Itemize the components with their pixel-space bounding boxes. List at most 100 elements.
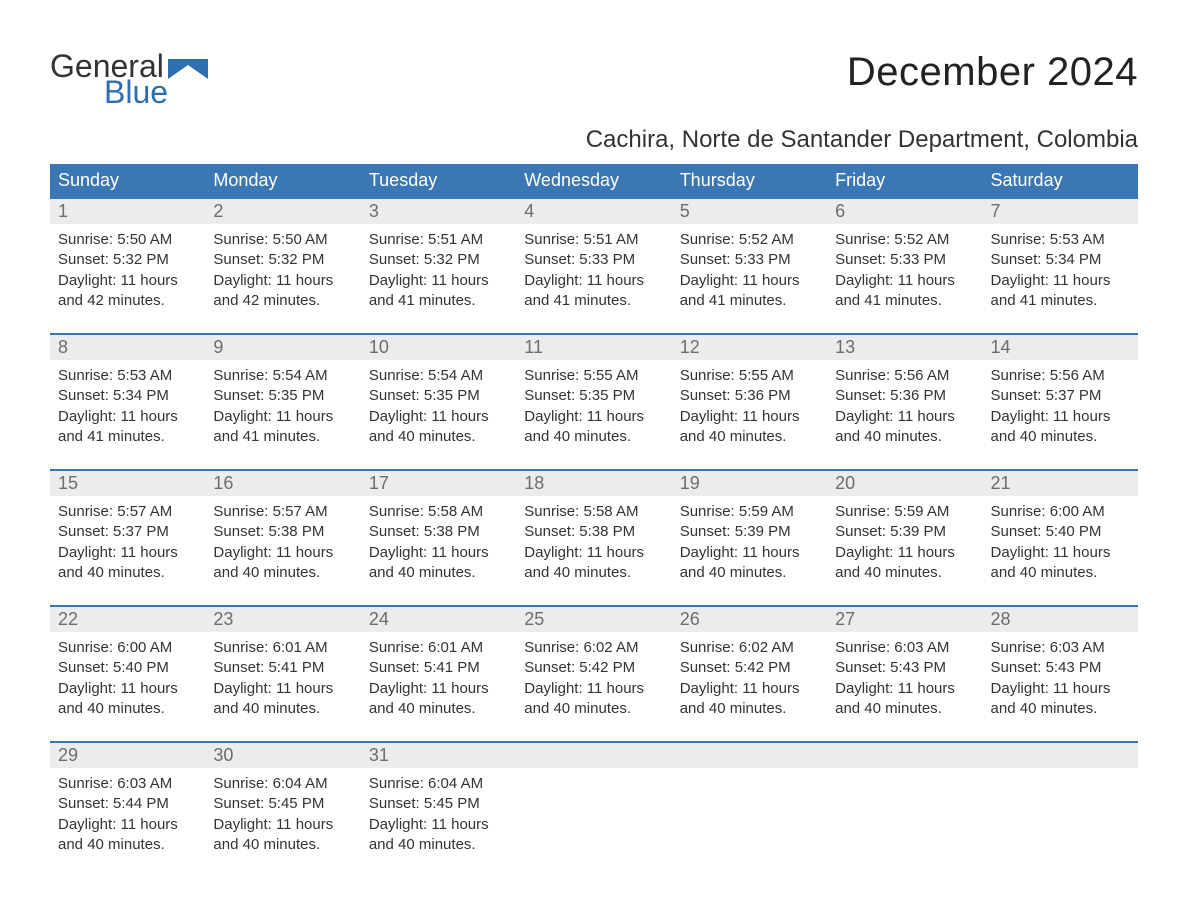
- day-cell: Sunrise: 5:52 AMSunset: 5:33 PMDaylight:…: [672, 224, 827, 333]
- daynum-row: 891011121314: [50, 335, 1138, 360]
- dl1-text: Daylight: 11 hours: [835, 543, 974, 563]
- day-number: 7: [983, 199, 1138, 224]
- day-number: 21: [983, 471, 1138, 496]
- day-number: 17: [361, 471, 516, 496]
- sunset-text: Sunset: 5:38 PM: [213, 522, 352, 542]
- weekday-label: Tuesday: [361, 164, 516, 197]
- dl2-text: and 40 minutes.: [524, 563, 663, 583]
- sunrise-text: Sunrise: 6:02 AM: [524, 638, 663, 658]
- dl1-text: Daylight: 11 hours: [58, 271, 197, 291]
- sunset-text: Sunset: 5:39 PM: [680, 522, 819, 542]
- dl1-text: Daylight: 11 hours: [213, 815, 352, 835]
- day-cell: [827, 768, 982, 877]
- sunset-text: Sunset: 5:34 PM: [991, 250, 1130, 270]
- dl1-text: Daylight: 11 hours: [835, 679, 974, 699]
- dl2-text: and 40 minutes.: [991, 427, 1130, 447]
- sunrise-text: Sunrise: 5:55 AM: [680, 366, 819, 386]
- dl1-text: Daylight: 11 hours: [524, 679, 663, 699]
- day-cell: Sunrise: 6:03 AMSunset: 5:43 PMDaylight:…: [983, 632, 1138, 741]
- week-block: 891011121314Sunrise: 5:53 AMSunset: 5:34…: [50, 333, 1138, 469]
- dl1-text: Daylight: 11 hours: [213, 407, 352, 427]
- sunset-text: Sunset: 5:42 PM: [680, 658, 819, 678]
- sunset-text: Sunset: 5:32 PM: [58, 250, 197, 270]
- dl2-text: and 40 minutes.: [369, 563, 508, 583]
- day-number: 30: [205, 743, 360, 768]
- day-cell: Sunrise: 5:52 AMSunset: 5:33 PMDaylight:…: [827, 224, 982, 333]
- week-block: 22232425262728Sunrise: 6:00 AMSunset: 5:…: [50, 605, 1138, 741]
- dl1-text: Daylight: 11 hours: [58, 815, 197, 835]
- sunrise-text: Sunrise: 6:03 AM: [991, 638, 1130, 658]
- day-cell: Sunrise: 6:02 AMSunset: 5:42 PMDaylight:…: [672, 632, 827, 741]
- content-row: Sunrise: 5:50 AMSunset: 5:32 PMDaylight:…: [50, 224, 1138, 333]
- content-row: Sunrise: 6:03 AMSunset: 5:44 PMDaylight:…: [50, 768, 1138, 877]
- sunset-text: Sunset: 5:44 PM: [58, 794, 197, 814]
- day-number: 6: [827, 199, 982, 224]
- day-number: 27: [827, 607, 982, 632]
- dl2-text: and 40 minutes.: [213, 563, 352, 583]
- day-cell: Sunrise: 6:02 AMSunset: 5:42 PMDaylight:…: [516, 632, 671, 741]
- sunrise-text: Sunrise: 6:03 AM: [835, 638, 974, 658]
- day-number: 10: [361, 335, 516, 360]
- sunset-text: Sunset: 5:41 PM: [369, 658, 508, 678]
- dl1-text: Daylight: 11 hours: [835, 407, 974, 427]
- sunset-text: Sunset: 5:36 PM: [680, 386, 819, 406]
- sunset-text: Sunset: 5:38 PM: [369, 522, 508, 542]
- day-number: 31: [361, 743, 516, 768]
- dl1-text: Daylight: 11 hours: [369, 271, 508, 291]
- dl2-text: and 41 minutes.: [680, 291, 819, 311]
- day-cell: Sunrise: 5:57 AMSunset: 5:38 PMDaylight:…: [205, 496, 360, 605]
- day-cell: Sunrise: 6:04 AMSunset: 5:45 PMDaylight:…: [361, 768, 516, 877]
- sunset-text: Sunset: 5:33 PM: [680, 250, 819, 270]
- sunrise-text: Sunrise: 6:03 AM: [58, 774, 197, 794]
- sunrise-text: Sunrise: 6:04 AM: [369, 774, 508, 794]
- day-cell: Sunrise: 5:58 AMSunset: 5:38 PMDaylight:…: [361, 496, 516, 605]
- sunset-text: Sunset: 5:41 PM: [213, 658, 352, 678]
- day-cell: Sunrise: 5:51 AMSunset: 5:32 PMDaylight:…: [361, 224, 516, 333]
- day-cell: Sunrise: 6:04 AMSunset: 5:45 PMDaylight:…: [205, 768, 360, 877]
- day-cell: Sunrise: 5:50 AMSunset: 5:32 PMDaylight:…: [50, 224, 205, 333]
- dl1-text: Daylight: 11 hours: [58, 679, 197, 699]
- sunrise-text: Sunrise: 5:51 AM: [524, 230, 663, 250]
- week-block: 293031Sunrise: 6:03 AMSunset: 5:44 PMDay…: [50, 741, 1138, 877]
- day-cell: [983, 768, 1138, 877]
- sunrise-text: Sunrise: 5:50 AM: [213, 230, 352, 250]
- sunrise-text: Sunrise: 5:50 AM: [58, 230, 197, 250]
- sunrise-text: Sunrise: 5:59 AM: [835, 502, 974, 522]
- dl1-text: Daylight: 11 hours: [991, 271, 1130, 291]
- dl1-text: Daylight: 11 hours: [58, 543, 197, 563]
- brand-part2: Blue: [104, 76, 208, 108]
- sunset-text: Sunset: 5:33 PM: [524, 250, 663, 270]
- day-number: [516, 743, 671, 768]
- dl1-text: Daylight: 11 hours: [835, 271, 974, 291]
- day-cell: Sunrise: 5:51 AMSunset: 5:33 PMDaylight:…: [516, 224, 671, 333]
- sunrise-text: Sunrise: 5:51 AM: [369, 230, 508, 250]
- sunset-text: Sunset: 5:45 PM: [369, 794, 508, 814]
- dl2-text: and 40 minutes.: [58, 835, 197, 855]
- day-cell: Sunrise: 5:58 AMSunset: 5:38 PMDaylight:…: [516, 496, 671, 605]
- dl2-text: and 40 minutes.: [680, 563, 819, 583]
- sunrise-text: Sunrise: 5:57 AM: [213, 502, 352, 522]
- dl2-text: and 40 minutes.: [213, 699, 352, 719]
- day-cell: Sunrise: 5:54 AMSunset: 5:35 PMDaylight:…: [205, 360, 360, 469]
- dl1-text: Daylight: 11 hours: [213, 679, 352, 699]
- dl2-text: and 40 minutes.: [991, 699, 1130, 719]
- sunset-text: Sunset: 5:37 PM: [58, 522, 197, 542]
- week-block: 1234567Sunrise: 5:50 AMSunset: 5:32 PMDa…: [50, 197, 1138, 333]
- sunrise-text: Sunrise: 5:58 AM: [369, 502, 508, 522]
- dl2-text: and 40 minutes.: [524, 699, 663, 719]
- dl1-text: Daylight: 11 hours: [524, 543, 663, 563]
- content-row: Sunrise: 5:57 AMSunset: 5:37 PMDaylight:…: [50, 496, 1138, 605]
- day-number: 3: [361, 199, 516, 224]
- day-number: 5: [672, 199, 827, 224]
- sunrise-text: Sunrise: 5:54 AM: [369, 366, 508, 386]
- dl2-text: and 41 minutes.: [213, 427, 352, 447]
- day-cell: Sunrise: 6:00 AMSunset: 5:40 PMDaylight:…: [50, 632, 205, 741]
- daynum-row: 293031: [50, 743, 1138, 768]
- dl2-text: and 40 minutes.: [369, 427, 508, 447]
- sunrise-text: Sunrise: 5:53 AM: [991, 230, 1130, 250]
- day-number: 29: [50, 743, 205, 768]
- daynum-row: 22232425262728: [50, 607, 1138, 632]
- day-cell: Sunrise: 6:03 AMSunset: 5:44 PMDaylight:…: [50, 768, 205, 877]
- sunset-text: Sunset: 5:40 PM: [58, 658, 197, 678]
- day-cell: Sunrise: 6:01 AMSunset: 5:41 PMDaylight:…: [361, 632, 516, 741]
